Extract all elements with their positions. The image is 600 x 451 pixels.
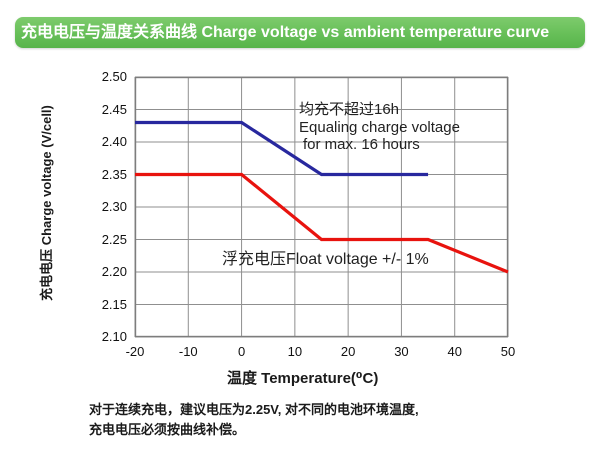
x-tick-label: -10 bbox=[178, 344, 198, 359]
plot-area bbox=[134, 76, 509, 338]
y-tick-label: 2.30 bbox=[101, 199, 127, 214]
series-line-0 bbox=[135, 120, 429, 177]
chart-title-banner: 充电电压与温度关系曲线 Charge voltage vs ambient te… bbox=[15, 17, 585, 48]
series-line-1 bbox=[135, 172, 509, 274]
annotation-equalize-line1: 均充不超过16h bbox=[299, 101, 400, 118]
y-tick-label: 2.20 bbox=[101, 264, 127, 279]
y-tick-label: 2.50 bbox=[101, 69, 127, 84]
y-axis-title: 充电电压 Charge voltage (V/cell) bbox=[39, 105, 54, 301]
x-tick-label: 0 bbox=[237, 344, 246, 359]
x-tick-label: 20 bbox=[340, 344, 356, 359]
y-tick-label: 2.25 bbox=[101, 231, 127, 247]
annotation-float: 浮充电压Float voltage +/- 1% bbox=[222, 251, 429, 268]
x-tick-label: 10 bbox=[287, 344, 303, 359]
x-tick-label: 30 bbox=[394, 344, 409, 359]
y-tick-label: 2.45 bbox=[101, 101, 127, 117]
y-tick-label: 2.40 bbox=[101, 134, 127, 149]
x-tick-label: 50 bbox=[500, 344, 516, 359]
footer-note-line2: 充电电压必须按曲线补偿。 bbox=[89, 422, 246, 437]
annotation-equalize: 均充不超过16h Equaling charge voltage for max… bbox=[299, 101, 460, 154]
y-tick-label: 2.35 bbox=[101, 166, 127, 182]
y-tick-label: 2.15 bbox=[101, 296, 127, 312]
footer-note: 对于连续充电，建议电压为2.25V, 对不同的电池环境温度, 充电电压必须按曲线… bbox=[89, 400, 419, 440]
x-tick-label: 40 bbox=[447, 344, 462, 359]
y-tick-label: 2.10 bbox=[101, 329, 127, 344]
plot-border bbox=[134, 76, 509, 338]
annotation-equalize-line2: Equaling charge voltage bbox=[299, 118, 460, 136]
x-axis-title: 温度 Temperature(⁰C) bbox=[227, 370, 379, 387]
annotation-equalize-line3: for max. 16 hours bbox=[303, 136, 420, 153]
footer-note-line1: 对于连续充电，建议电压为2.25V, 对不同的电池环境温度, bbox=[89, 402, 419, 417]
x-tick-label: -20 bbox=[125, 344, 145, 359]
